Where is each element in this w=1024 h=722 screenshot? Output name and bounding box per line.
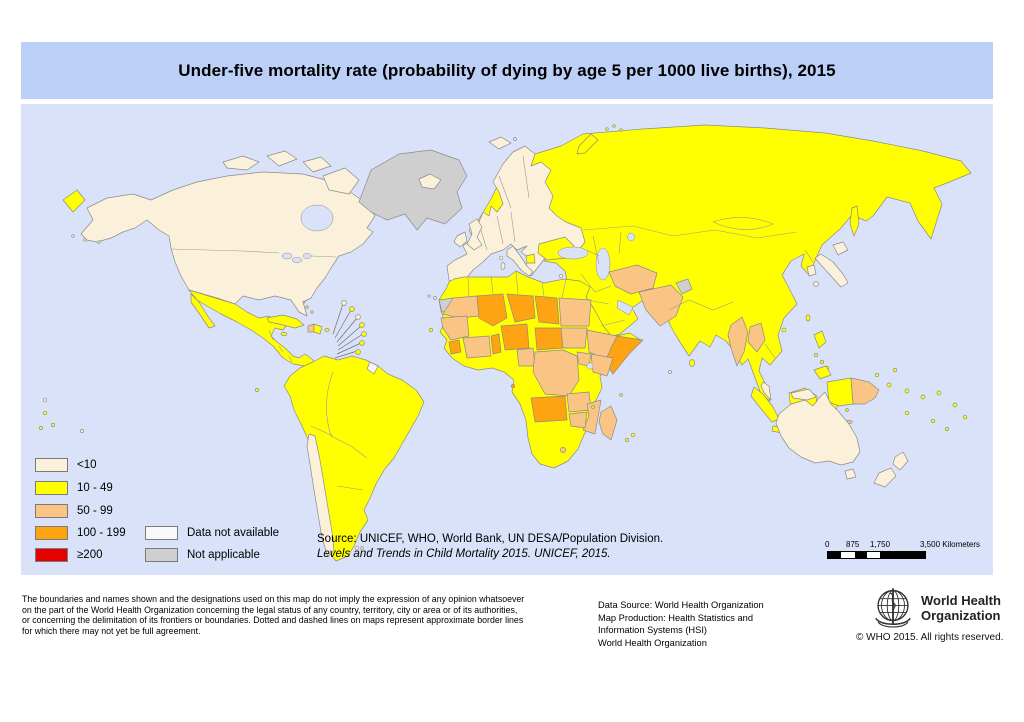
who-emblem-icon	[875, 588, 911, 628]
source-note: Source: UNICEF, WHO, World Bank, UN DESA…	[317, 532, 663, 562]
scale-tick-875: 875	[846, 540, 860, 549]
lakes-and-seas	[281, 204, 635, 370]
who-name-line-2: Organization	[921, 608, 1001, 623]
central-america	[188, 289, 367, 368]
title-bar: Under-five mortality rate (probability o…	[21, 42, 993, 99]
legend-item-10-49: 10 - 49	[35, 480, 113, 496]
who-name-line-1: World Health	[921, 593, 1001, 608]
production-line-3: Information Systems (HSI)	[598, 625, 708, 635]
greenland	[358, 149, 468, 231]
legend-item-not-applicable: Not applicable	[145, 547, 260, 563]
legend-item-100-199: 100 - 199	[35, 525, 126, 541]
page-title: Under-five mortality rate (probability o…	[178, 60, 836, 80]
source-line-1: Source: UNICEF, WHO, World Bank, UN DESA…	[317, 533, 664, 545]
caribbean-callouts	[331, 300, 367, 368]
scale-end-label: 3,500 Kilometers	[920, 540, 981, 549]
disclaimer-line-1: The boundaries and names shown and the d…	[22, 594, 525, 604]
legend-label-100-199: 100 - 199	[77, 527, 126, 539]
disclaimer-line-2: on the part of the World Health Organiza…	[22, 604, 518, 615]
oceania	[39, 367, 968, 488]
legend-swatch-10-49	[35, 481, 68, 495]
production-line-1: Data Source: World Health Organization	[598, 600, 764, 610]
source-line-2: Levels and Trends in Child Mortality 201…	[317, 548, 611, 560]
disclaimer-line-4: for which there may not yet be full agre…	[22, 625, 201, 636]
legend-label-50-99: 50 - 99	[77, 505, 113, 517]
continent-south-america	[255, 355, 425, 562]
chukotka-tip	[62, 189, 86, 213]
legend-label-gte200: ≥200	[77, 549, 103, 561]
scale-tick-1750: 1,750	[870, 540, 891, 549]
legend-item-50-99: 50 - 99	[35, 503, 113, 519]
legend-swatch-100-199	[35, 526, 68, 540]
legend-swatch-lt10	[35, 458, 68, 472]
legend-label-10-49: 10 - 49	[77, 482, 113, 494]
legend-swatch-no-data	[145, 526, 178, 540]
legend-label-lt10: <10	[77, 459, 97, 471]
map-panel: <10 10 - 49 50 - 99 100 - 199 ≥200 Data …	[21, 104, 993, 575]
production-credits: Data Source: World Health Organization M…	[598, 599, 764, 649]
legend-swatch-50-99	[35, 504, 68, 518]
disclaimer-line-3: or concerning the delimitation of its fr…	[22, 615, 524, 626]
legend-label-not-applicable: Not applicable	[187, 549, 260, 561]
scale-bar-segments	[827, 551, 926, 559]
legend-swatch-gte200	[35, 548, 68, 562]
production-line-2: Map Production: Health Statistics and	[598, 612, 754, 623]
legend-label-no-data: Data not available	[187, 527, 280, 539]
scale-tick-0: 0	[825, 540, 830, 549]
asia-overlays	[608, 241, 849, 401]
continent-north-america	[71, 150, 376, 317]
copyright-text: © WHO 2015. All rights reserved.	[856, 632, 1004, 643]
world-map	[39, 124, 972, 562]
legend-swatch-not-applicable	[145, 548, 178, 562]
legend-item-no-data: Data not available	[145, 525, 279, 541]
legend-item-lt10: <10	[35, 457, 97, 473]
who-logo: World Health Organization	[870, 586, 1020, 632]
scale-bar: 0 875 1,750 3,500 Kilometers	[825, 540, 1007, 562]
legend-item-gte200: ≥200	[35, 547, 103, 563]
country-borders	[170, 155, 814, 491]
production-line-4: World Health Organization	[598, 637, 707, 648]
who-wordmark: World Health Organization	[921, 593, 1001, 623]
footer-disclaimer: The boundaries and names shown and the d…	[22, 594, 524, 636]
continent-africa	[427, 270, 644, 469]
